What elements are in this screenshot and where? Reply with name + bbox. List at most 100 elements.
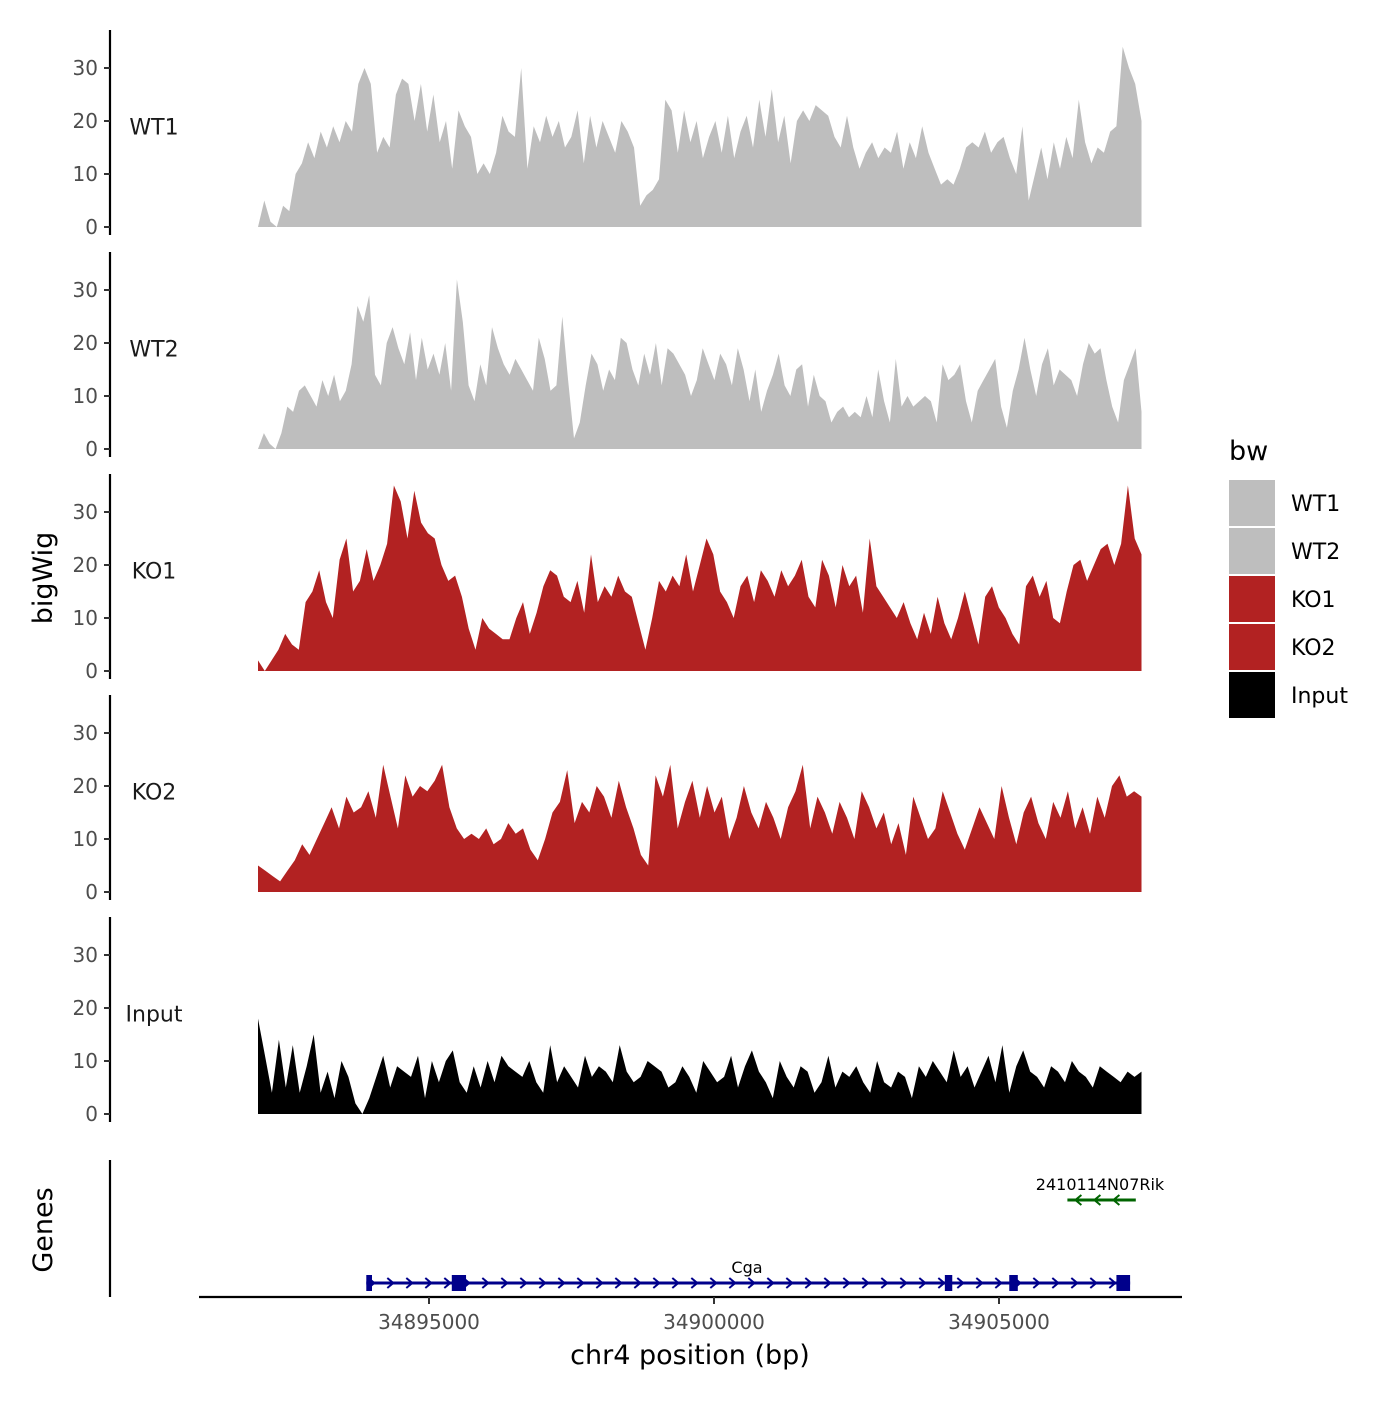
y-tick-label: 0	[85, 1102, 98, 1126]
strand-arrow	[823, 1277, 832, 1289]
legend-key-wt1	[1229, 480, 1275, 526]
exon	[451, 1275, 467, 1291]
exon	[944, 1275, 953, 1291]
track-panel-ko2: 0 10 20 30 KO2	[73, 695, 1142, 904]
strand-arrow	[424, 1277, 433, 1289]
strand-arrow	[633, 1277, 642, 1289]
strand-arrow	[481, 1277, 490, 1289]
exon	[366, 1275, 372, 1291]
gene-2410114n07rik: 2410114N07Rik	[1036, 1175, 1165, 1206]
strand-arrow	[614, 1277, 623, 1289]
strand-arrow	[1051, 1277, 1060, 1289]
strand-arrow	[785, 1277, 794, 1289]
strand-arrow	[728, 1277, 737, 1289]
y-axis-label: bigWig	[28, 532, 59, 625]
y-tick-label: 10	[73, 162, 98, 186]
legend: bw WT1 WT2 KO1 KO2 Input	[1229, 436, 1348, 718]
strand-arrow	[937, 1277, 946, 1289]
x-tick-label: 34895000	[378, 1310, 480, 1334]
y-tick-label: 10	[73, 1049, 98, 1073]
track-label-wt2: WT2	[129, 337, 178, 362]
genes-panel: 34895000 34900000 34905000 Cga 2410114N07Rik	[108, 1160, 1182, 1334]
strand-arrow	[576, 1277, 585, 1289]
y-tick-label: 0	[85, 659, 98, 683]
gene-cga: Cga	[366, 1258, 1131, 1291]
track-label-ko1: KO1	[132, 559, 177, 584]
strand-arrow	[842, 1277, 851, 1289]
strand-arrow	[747, 1277, 756, 1289]
legend-key-input	[1229, 672, 1275, 718]
strand-arrow	[766, 1277, 775, 1289]
strand-arrow	[1092, 1194, 1102, 1206]
track-panel-ko1: 0 10 20 30 KO1	[73, 474, 1142, 683]
legend-key-wt2	[1229, 528, 1275, 574]
y-tick-label: 10	[73, 384, 98, 408]
area-ko2	[258, 764, 1142, 892]
track-label-wt1: WT1	[129, 115, 178, 140]
strand-arrow	[1032, 1277, 1041, 1289]
strand-arrow	[538, 1277, 547, 1289]
strand-arrow	[899, 1277, 908, 1289]
strand-arrow	[1073, 1194, 1083, 1206]
track-panel-wt1: 0 10 20 30 WT1	[73, 30, 1142, 239]
y-tick-label: 10	[73, 606, 98, 630]
y-tick-label: 20	[73, 109, 98, 133]
strand-arrow	[880, 1277, 889, 1289]
track-panel-input: 0 10 20 30 Input	[73, 917, 1142, 1126]
strand-arrow	[405, 1277, 414, 1289]
legend-label-wt1: WT1	[1291, 492, 1340, 517]
legend-label-input: Input	[1291, 684, 1348, 709]
y-tick-label: 0	[85, 437, 98, 461]
strand-arrow	[994, 1277, 1003, 1289]
y-tick-label: 20	[73, 553, 98, 577]
strand-arrow	[975, 1277, 984, 1289]
track-label-input: Input	[126, 1002, 183, 1027]
legend-key-ko2	[1229, 624, 1275, 670]
strand-arrow	[690, 1277, 699, 1289]
y-tick-label: 10	[73, 827, 98, 851]
area-ko1	[258, 485, 1142, 671]
strand-arrow	[709, 1277, 718, 1289]
strand-arrow	[1089, 1277, 1098, 1289]
legend-label-ko1: KO1	[1291, 588, 1336, 613]
y-tick-label: 30	[73, 721, 98, 745]
y-tick-label: 0	[85, 880, 98, 904]
strand-arrow	[386, 1277, 395, 1289]
y-tick-label: 30	[73, 943, 98, 967]
x-axis-label: chr4 position (bp)	[570, 1340, 810, 1371]
y-tick-label: 30	[73, 56, 98, 80]
gene-label: 2410114N07Rik	[1036, 1175, 1165, 1194]
strand-arrow	[804, 1277, 813, 1289]
axes: bigWig Genes chr4 position (bp)	[28, 532, 810, 1371]
strand-arrow	[918, 1277, 927, 1289]
strand-arrow	[671, 1277, 680, 1289]
y-tick-label: 30	[73, 500, 98, 524]
strand-arrow	[519, 1277, 528, 1289]
genes-panel-label: Genes	[28, 1187, 59, 1272]
strand-arrow	[595, 1277, 604, 1289]
strand-arrow	[652, 1277, 661, 1289]
gene-label: Cga	[731, 1258, 762, 1277]
y-tick-label: 0	[85, 215, 98, 239]
strand-arrow	[1111, 1194, 1121, 1206]
strand-arrow	[861, 1277, 870, 1289]
strand-arrow	[956, 1277, 965, 1289]
area-input	[258, 1018, 1142, 1114]
y-tick-label: 20	[73, 996, 98, 1020]
track-panel-wt2: 0 10 20 30 WT2	[73, 252, 1142, 461]
strand-arrow	[500, 1277, 509, 1289]
y-tick-label: 20	[73, 331, 98, 355]
legend-label-ko2: KO2	[1291, 636, 1336, 661]
y-tick-label: 20	[73, 774, 98, 798]
track-panels: 0 10 20 30 WT1 0 10 20 30 WT2 0 10 20 30 KO1 0 10 20 30 KO2…	[73, 30, 1142, 1126]
track-label-ko2: KO2	[132, 780, 177, 805]
exon	[1009, 1275, 1018, 1291]
legend-title: bw	[1229, 436, 1268, 467]
strand-arrow	[443, 1277, 452, 1289]
area-wt1	[258, 46, 1142, 227]
y-tick-label: 30	[73, 278, 98, 302]
x-tick-label: 34900000	[663, 1310, 765, 1334]
legend-label-wt2: WT2	[1291, 540, 1340, 565]
